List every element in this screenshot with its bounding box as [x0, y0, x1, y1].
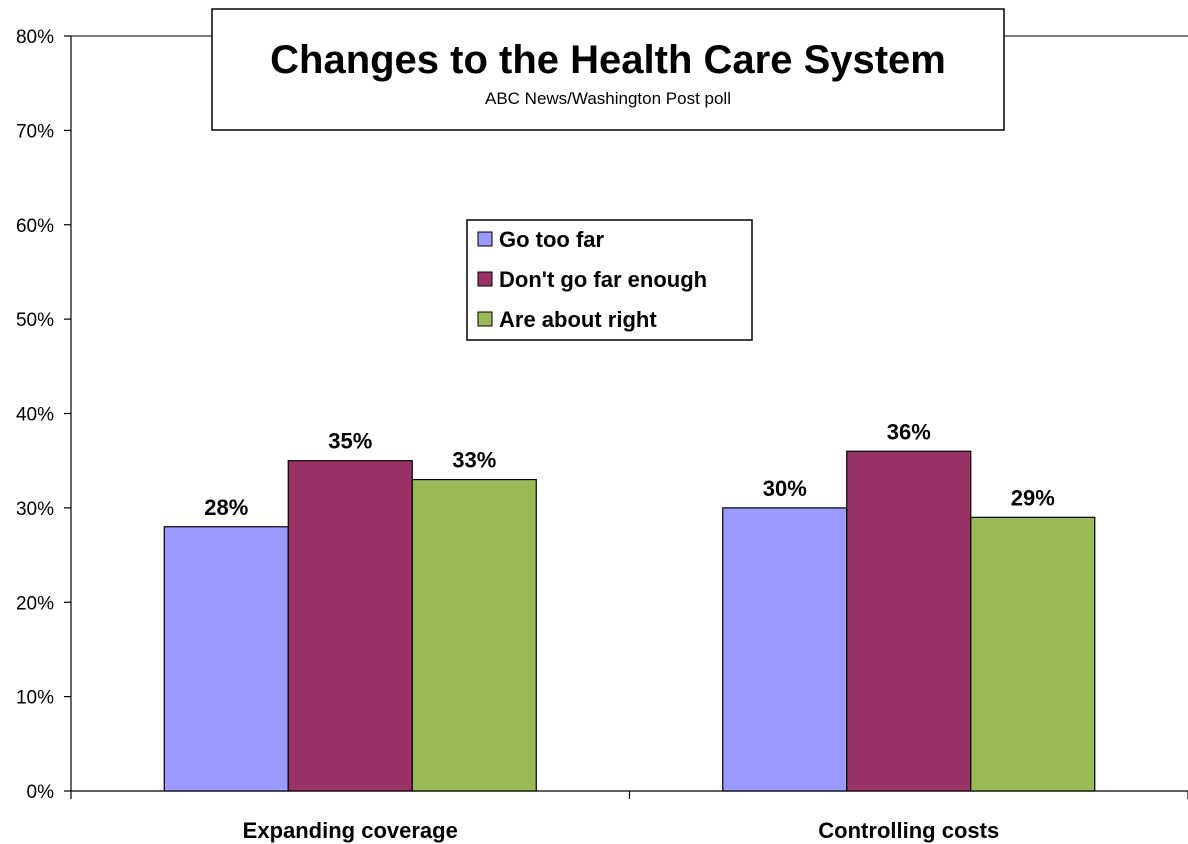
- y-tick-label: 10%: [16, 688, 54, 709]
- legend-swatch: [477, 271, 493, 287]
- chart-title: Changes to the Health Care System: [270, 38, 946, 82]
- x-axis: Expanding coverage Controlling costs: [70, 790, 1188, 843]
- data-label: 28%: [204, 495, 248, 520]
- bar: [163, 526, 289, 792]
- data-labels: 28% 35% 33% 30% 36% 29%: [204, 419, 1055, 520]
- legend: Go too far Don't go far enough Are about r…: [466, 219, 753, 341]
- bar: [846, 450, 972, 792]
- legend-label: Are about right: [499, 307, 657, 332]
- category-label: Expanding coverage: [243, 818, 458, 843]
- y-tick-label: 30%: [16, 499, 54, 520]
- data-label: 33%: [452, 448, 496, 473]
- data-label: 29%: [1011, 485, 1055, 510]
- bar: [411, 478, 537, 792]
- data-label: 36%: [887, 419, 931, 444]
- legend-frame: [466, 219, 753, 341]
- y-tick-label: 60%: [16, 216, 54, 237]
- y-tick-label: 50%: [16, 310, 54, 331]
- bars: [163, 450, 1096, 792]
- chart-subtitle: ABC News/Washington Post poll: [485, 89, 731, 108]
- legend-label: Go too far: [499, 227, 605, 252]
- data-label: 30%: [763, 476, 807, 501]
- title-box: Changes to the Health Care System ABC Ne…: [211, 8, 1005, 131]
- y-tick-label: 20%: [16, 593, 54, 614]
- bar: [287, 460, 413, 792]
- category-label: Controlling costs: [818, 818, 999, 843]
- legend-label: Don't go far enough: [499, 267, 707, 292]
- bar: [722, 507, 848, 792]
- y-tick-label: 80%: [16, 27, 54, 48]
- legend-swatch: [477, 311, 493, 327]
- y-tick-label: 40%: [16, 405, 54, 426]
- bar: [970, 516, 1096, 792]
- legend-swatch: [477, 231, 493, 247]
- title-box-frame: [211, 8, 1005, 131]
- y-tick-label: 0%: [27, 782, 55, 803]
- y-tick-label: 70%: [16, 121, 54, 142]
- data-label: 35%: [328, 429, 372, 454]
